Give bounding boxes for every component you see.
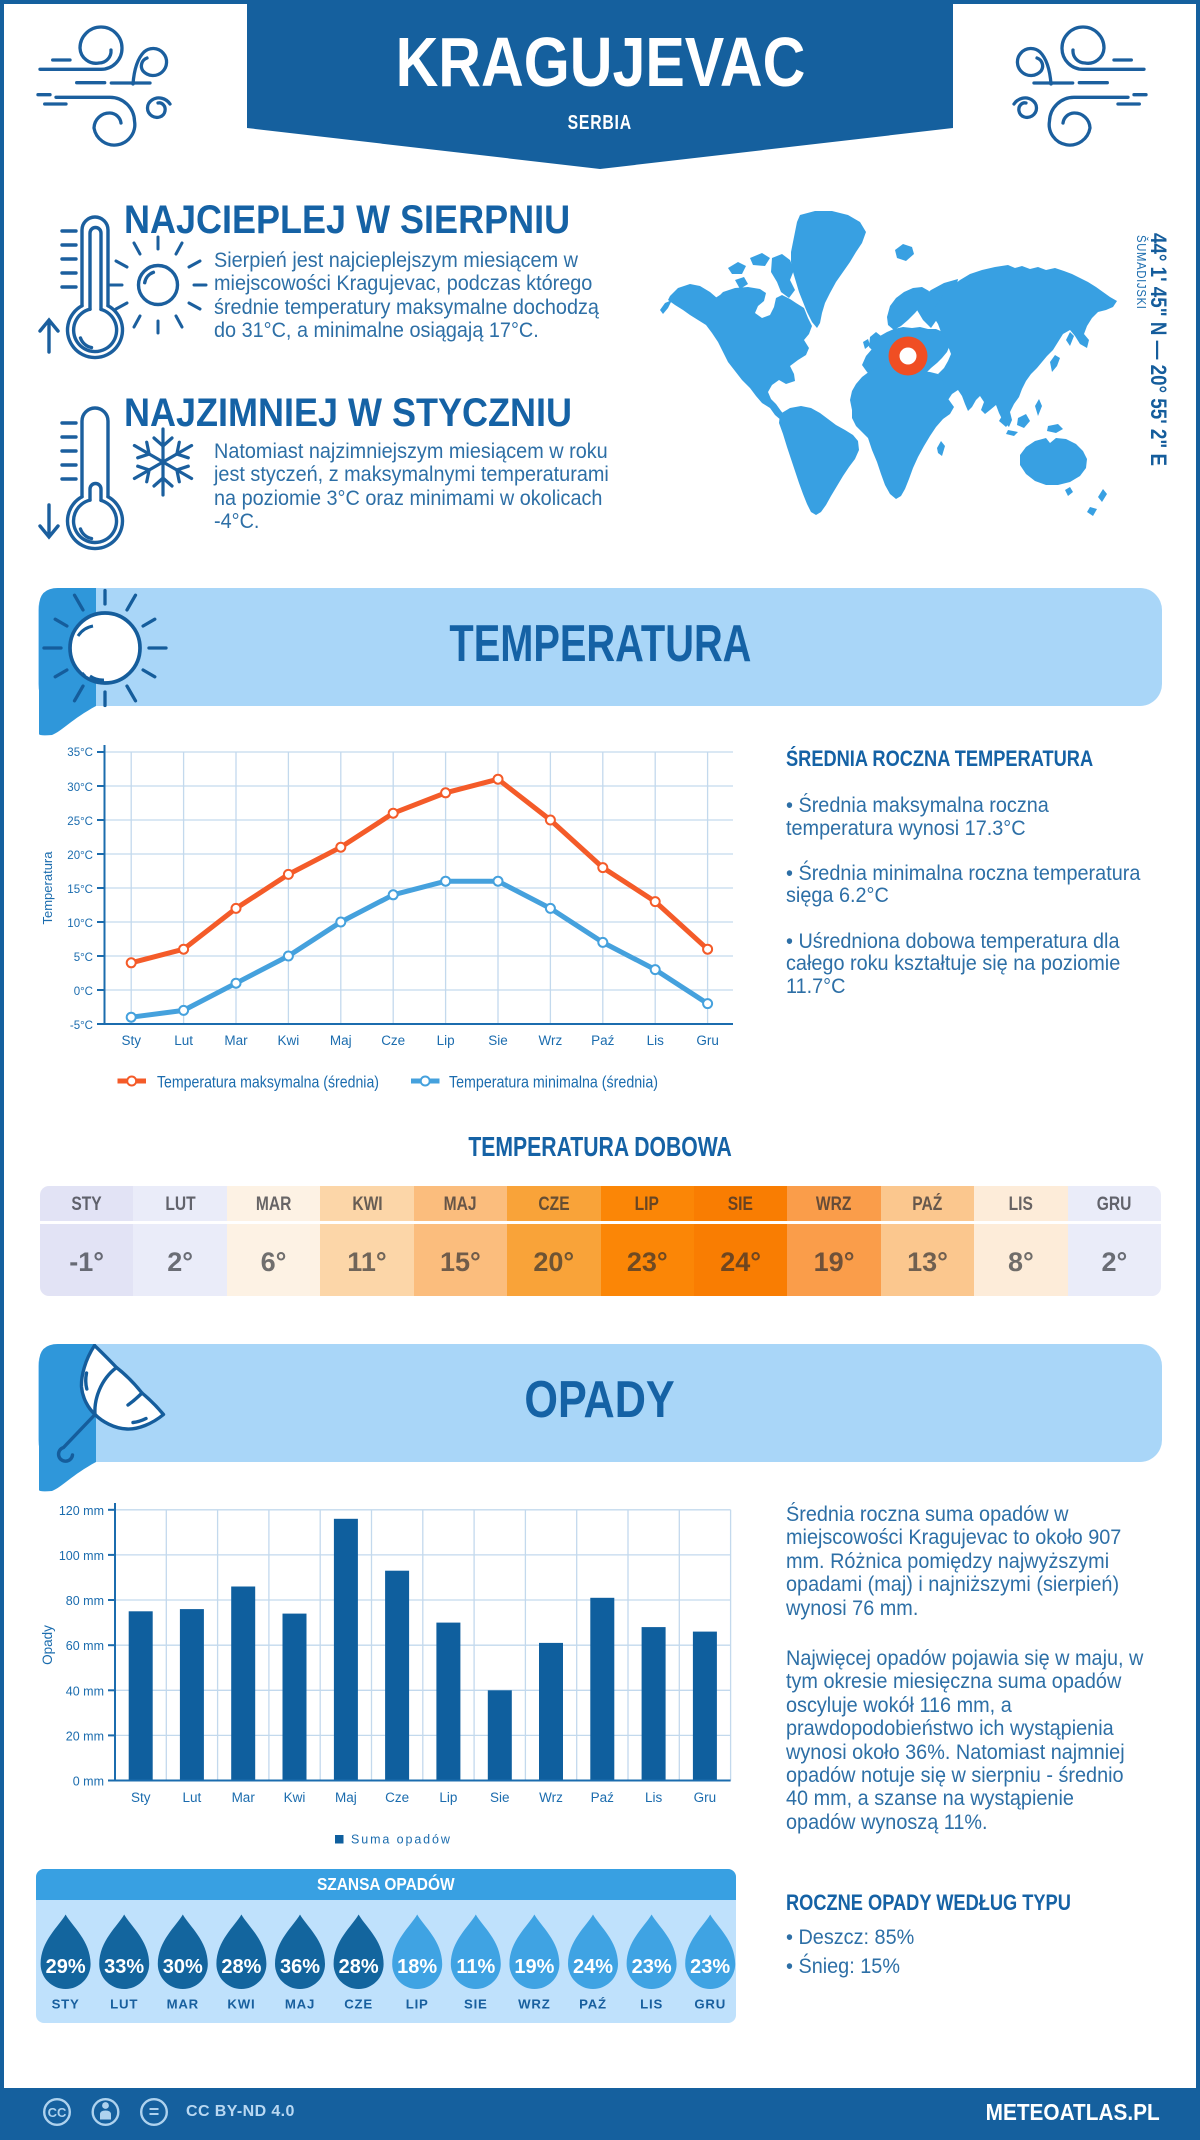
svg-text:LIP: LIP (406, 1997, 429, 2012)
svg-text:Sie: Sie (490, 1790, 510, 1805)
svg-text:Kwi: Kwi (278, 1033, 300, 1048)
svg-text:Sty: Sty (131, 1790, 151, 1805)
svg-text:60 mm: 60 mm (66, 1639, 104, 1653)
svg-text:-5°C: -5°C (70, 1020, 93, 1032)
svg-text:CZE: CZE (344, 1997, 373, 2012)
svg-text:Cze: Cze (385, 1790, 409, 1805)
svg-text:KWI: KWI (227, 1997, 255, 2012)
svg-text:20°C: 20°C (67, 850, 93, 862)
svg-text:18%: 18% (397, 1956, 437, 1978)
svg-text:33%: 33% (104, 1956, 144, 1978)
svg-text:30%: 30% (163, 1956, 203, 1978)
svg-text:Kwi: Kwi (284, 1790, 306, 1805)
svg-text:10°C: 10°C (67, 918, 93, 930)
svg-text:Wrz: Wrz (539, 1033, 563, 1048)
svg-text:23%: 23% (690, 1956, 730, 1978)
svg-text:0 mm: 0 mm (73, 1775, 104, 1789)
svg-text:20 mm: 20 mm (66, 1729, 104, 1743)
svg-text:120 mm: 120 mm (59, 1504, 104, 1518)
svg-text:Lut: Lut (174, 1033, 193, 1048)
svg-text:LUT: LUT (110, 1997, 138, 2012)
svg-text:Maj: Maj (335, 1790, 357, 1805)
svg-text:Mar: Mar (224, 1033, 248, 1048)
svg-text:CC: CC (48, 2105, 67, 2120)
svg-text:5°C: 5°C (74, 952, 93, 964)
svg-text:MAJ: MAJ (285, 1997, 315, 2012)
svg-text:LIS: LIS (640, 1997, 663, 2012)
svg-text:STY: STY (52, 1997, 80, 2012)
svg-text:Lis: Lis (647, 1033, 665, 1048)
svg-text:Lut: Lut (183, 1790, 202, 1805)
svg-text:0°C: 0°C (74, 986, 93, 998)
svg-text:Gru: Gru (696, 1033, 719, 1048)
svg-text:28%: 28% (339, 1956, 379, 1978)
svg-text:40 mm: 40 mm (66, 1684, 104, 1698)
svg-text:Wrz: Wrz (539, 1790, 563, 1805)
svg-text:29%: 29% (46, 1956, 86, 1978)
svg-text:80 mm: 80 mm (66, 1594, 104, 1608)
svg-text:MAR: MAR (167, 1997, 199, 2012)
svg-text:Temperatura: Temperatura (40, 851, 55, 925)
svg-text:25°C: 25°C (67, 816, 93, 828)
svg-text:Temperatura minimalna (średnia: Temperatura minimalna (średnia) (449, 1074, 658, 1092)
svg-text:Lis: Lis (645, 1790, 663, 1805)
svg-text:Lip: Lip (439, 1790, 457, 1805)
svg-text:30°C: 30°C (67, 782, 93, 794)
svg-text:35°C: 35°C (67, 747, 93, 759)
svg-text:WRZ: WRZ (518, 1997, 550, 2012)
svg-text:=: = (149, 2102, 160, 2122)
svg-text:Paź: Paź (591, 1790, 615, 1805)
svg-text:Cze: Cze (381, 1033, 405, 1048)
svg-text:100 mm: 100 mm (59, 1549, 104, 1563)
svg-text:Suma opadów: Suma opadów (351, 1833, 452, 1847)
svg-text:28%: 28% (221, 1956, 261, 1978)
svg-text:GRU: GRU (694, 1997, 726, 2012)
svg-text:Lip: Lip (437, 1033, 455, 1048)
svg-text:19%: 19% (514, 1956, 554, 1978)
svg-text:36%: 36% (280, 1956, 320, 1978)
svg-text:Mar: Mar (232, 1790, 256, 1805)
svg-text:SIE: SIE (464, 1997, 488, 2012)
svg-text:24%: 24% (573, 1956, 613, 1978)
svg-text:Maj: Maj (330, 1033, 352, 1048)
svg-text:11%: 11% (456, 1956, 495, 1978)
svg-text:15°C: 15°C (67, 884, 93, 896)
svg-text:Sty: Sty (121, 1033, 141, 1048)
svg-text:ŠUMADIJSKI: ŠUMADIJSKI (1134, 235, 1150, 310)
svg-text:Temperatura maksymalna (średni: Temperatura maksymalna (średnia) (157, 1074, 379, 1092)
svg-text:Paź: Paź (591, 1033, 615, 1048)
svg-text:44° 1' 45" N — 20° 55' 2" E: 44° 1' 45" N — 20° 55' 2" E (1146, 233, 1171, 466)
svg-text:Sie: Sie (488, 1033, 508, 1048)
svg-text:Opady: Opady (40, 1625, 55, 1665)
svg-text:23%: 23% (632, 1956, 672, 1978)
svg-text:PAŹ: PAŹ (579, 1997, 607, 2012)
svg-text:Gru: Gru (694, 1790, 717, 1805)
